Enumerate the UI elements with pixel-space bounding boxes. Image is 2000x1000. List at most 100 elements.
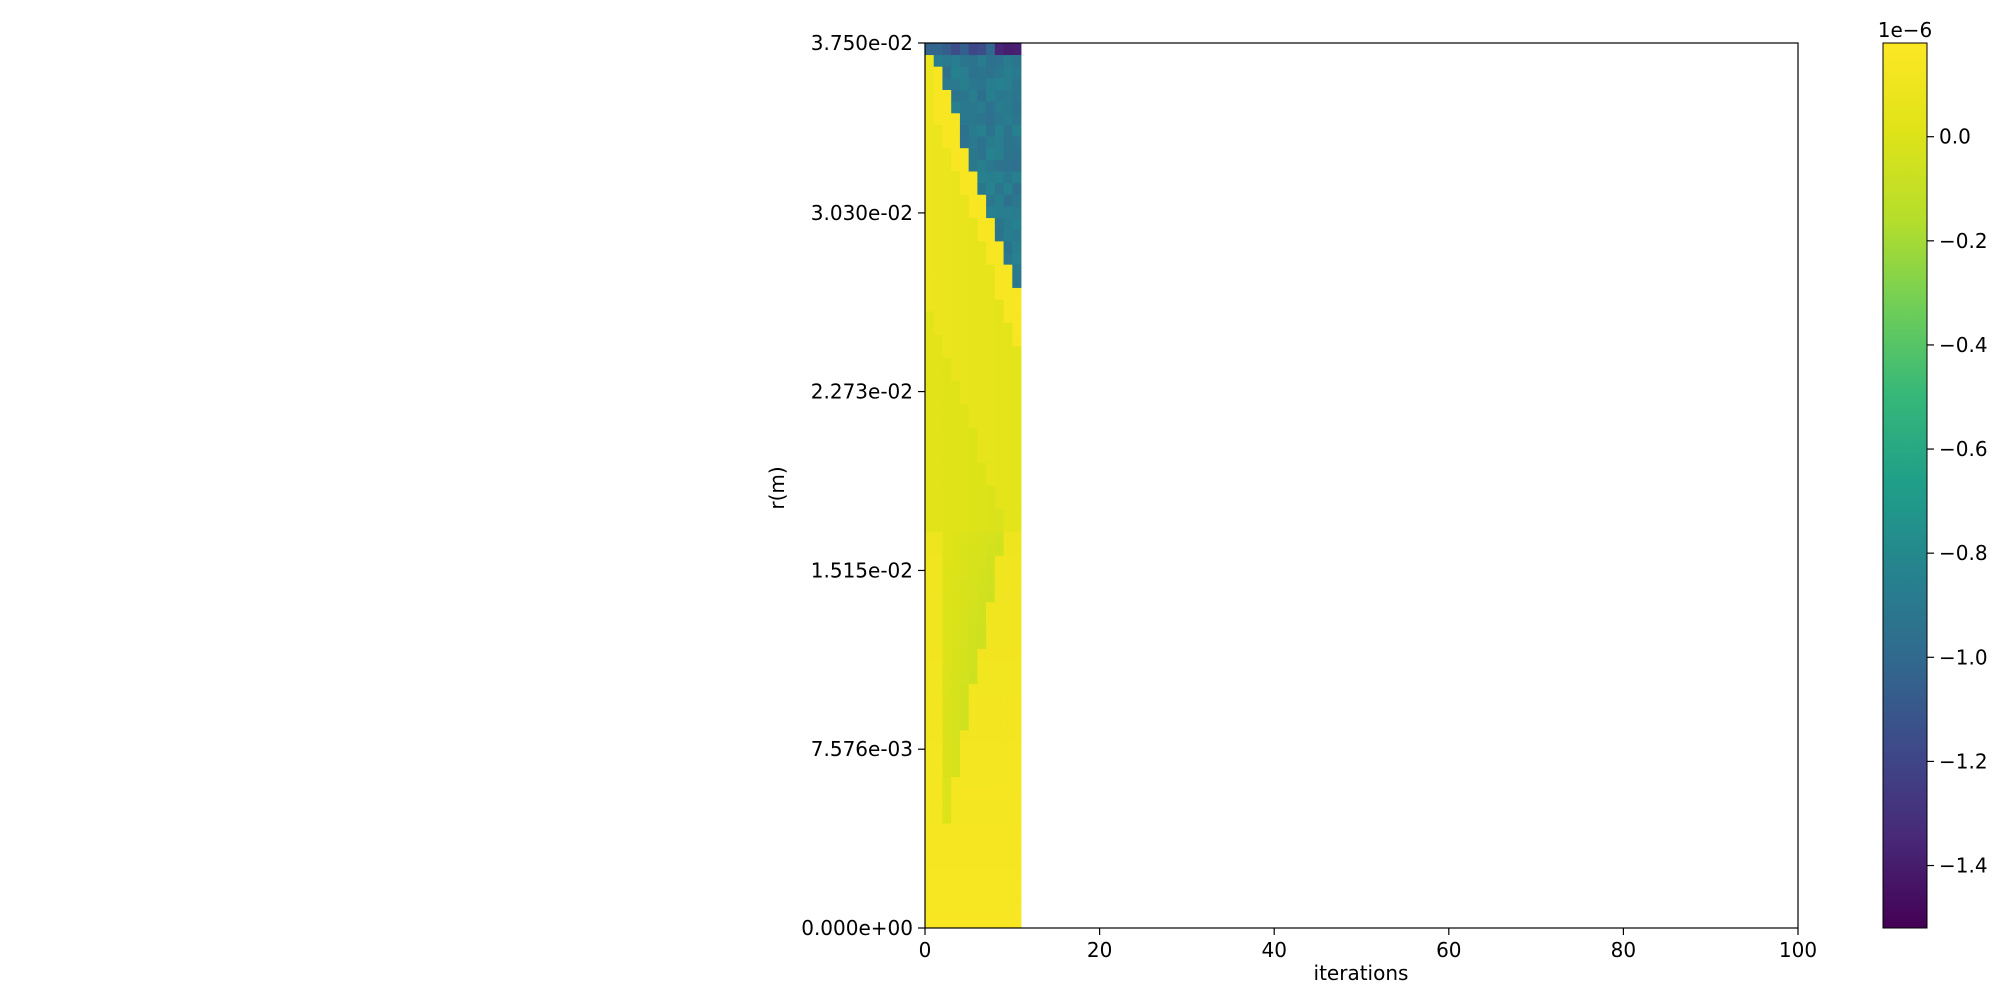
heatmap-cell xyxy=(933,287,943,300)
heatmap-cell xyxy=(1012,357,1022,370)
heatmap-cell xyxy=(933,136,943,149)
heatmap-cell xyxy=(986,77,996,90)
heatmap-cell xyxy=(994,136,1004,149)
heatmap-cell xyxy=(1003,508,1013,521)
heatmap-cell xyxy=(968,764,978,778)
heatmap-cell xyxy=(994,66,1004,79)
heatmap-cell xyxy=(925,532,935,545)
heatmap-cell xyxy=(959,345,970,358)
heatmap-cell xyxy=(951,776,961,789)
heatmap-cell xyxy=(951,741,961,754)
heatmap-cell xyxy=(1012,718,1022,731)
heatmap-cell xyxy=(925,369,935,382)
heatmap-cell xyxy=(933,462,943,475)
heatmap-cell xyxy=(933,520,943,533)
heatmap-cell xyxy=(977,543,987,556)
heatmap-cell xyxy=(933,77,943,90)
heatmap-cell xyxy=(994,101,1004,114)
x-tick-label: 20 xyxy=(1087,938,1112,962)
heatmap-cell xyxy=(986,636,996,649)
heatmap-cell xyxy=(968,229,978,242)
heatmap-cell xyxy=(1003,741,1013,754)
heatmap-cell xyxy=(1012,695,1022,708)
heatmap-cell xyxy=(986,438,996,451)
heatmap-cell xyxy=(977,240,987,254)
heatmap-cell xyxy=(959,159,970,172)
heatmap-cell xyxy=(994,497,1004,510)
heatmap-cell xyxy=(968,450,978,463)
heatmap-cell xyxy=(925,846,935,859)
heatmap-cell xyxy=(942,532,952,545)
heatmap-cell xyxy=(959,706,970,719)
heatmap-cell xyxy=(942,555,952,568)
heatmap-cell xyxy=(1003,590,1013,603)
y-axis-ticks: 0.000e+00 7.576e-03 1.515e-02 2.273e-02 3.03… xyxy=(801,31,925,940)
heatmap-cell xyxy=(1012,823,1022,836)
heatmap-cell xyxy=(942,695,952,708)
heatmap-cell xyxy=(925,543,935,556)
heatmap-cell xyxy=(951,66,961,79)
colorbar-tick-label: −0.4 xyxy=(1939,333,1988,357)
heatmap-cell xyxy=(959,473,970,486)
heatmap-cell xyxy=(933,334,943,347)
heatmap-cell xyxy=(942,217,952,230)
heatmap-cell xyxy=(986,54,996,67)
heatmap-cell xyxy=(986,869,996,882)
heatmap-cell xyxy=(1012,159,1022,172)
heatmap-cell xyxy=(1012,217,1022,230)
heatmap-cell xyxy=(968,834,978,847)
heatmap-cell xyxy=(933,101,943,114)
heatmap-cell xyxy=(986,217,996,230)
heatmap-cell xyxy=(959,462,970,475)
heatmap-cell xyxy=(959,904,970,917)
heatmap-cell xyxy=(994,520,1004,533)
heatmap-cell xyxy=(1012,799,1022,812)
heatmap-cell xyxy=(977,147,987,160)
heatmap-cell xyxy=(1012,730,1022,743)
heatmap-cell xyxy=(959,858,970,871)
heatmap-cell xyxy=(977,299,987,312)
heatmap-cell xyxy=(951,671,961,684)
heatmap-cell xyxy=(959,182,970,195)
heatmap-cell xyxy=(994,369,1004,382)
heatmap-cell xyxy=(959,741,970,754)
heatmap-cell xyxy=(951,497,961,510)
colorbar-multiplier: 1e−6 xyxy=(1878,18,1933,42)
heatmap-cell xyxy=(1003,136,1013,149)
heatmap-cell xyxy=(977,136,987,149)
colorbar-ticks: 0.0 −0.2 −0.4 −0.6 −0.8 −1.0 −1.2 −1.4 xyxy=(1927,125,1988,878)
heatmap-cell xyxy=(951,322,961,335)
heatmap-cell xyxy=(994,706,1004,719)
heatmap-cell xyxy=(959,683,970,696)
heatmap-cell xyxy=(986,578,996,591)
heatmap-cell xyxy=(977,403,987,417)
heatmap-cell xyxy=(977,54,987,67)
heatmap-cell xyxy=(959,171,970,184)
heatmap-cell xyxy=(994,54,1004,67)
heatmap-cell xyxy=(994,147,1004,160)
heatmap-cell xyxy=(942,788,952,801)
heatmap-cell xyxy=(925,683,935,696)
heatmap-cell xyxy=(933,858,943,871)
x-tick-label: 60 xyxy=(1436,938,1461,962)
heatmap-cell xyxy=(977,229,987,242)
heatmap-cell xyxy=(925,252,935,265)
heatmap-cell xyxy=(968,706,978,719)
heatmap-cell xyxy=(942,904,952,917)
heatmap-cell xyxy=(994,764,1004,778)
heatmap-cell xyxy=(986,555,996,568)
heatmap-cell xyxy=(933,497,943,510)
x-axis-label: iterations xyxy=(1314,961,1409,985)
heatmap-cell xyxy=(959,764,970,778)
heatmap-cell xyxy=(925,893,935,906)
heatmap-cell xyxy=(968,799,978,812)
heatmap-cell xyxy=(977,881,987,894)
heatmap-cell xyxy=(925,136,935,149)
heatmap-cell xyxy=(942,741,952,754)
heatmap-cell xyxy=(1003,77,1013,90)
heatmap-cell xyxy=(977,415,987,428)
y-tick-label: 2.273e-02 xyxy=(811,380,913,404)
heatmap-cell xyxy=(986,194,996,207)
heatmap-cell xyxy=(1012,147,1022,160)
heatmap-cell xyxy=(994,718,1004,731)
